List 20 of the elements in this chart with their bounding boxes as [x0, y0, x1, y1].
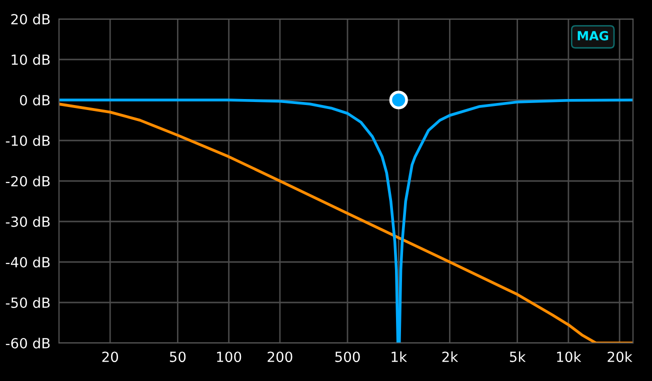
- x-tick-label: 50: [170, 352, 186, 362]
- x-tick-label: 20k: [608, 351, 632, 362]
- y-tick-label: 10 dB: [12, 54, 50, 65]
- x-tick-label: 100: [217, 352, 242, 362]
- y-tick-label: -60 dB: [6, 338, 50, 348]
- x-tick-label: 1k: [392, 351, 408, 362]
- y-tick-label: -20 dB: [6, 176, 50, 186]
- y-tick-label: -10 dB: [6, 135, 50, 146]
- x-tick-label: 500: [335, 352, 360, 362]
- y-tick-label: -50 dB: [6, 297, 50, 308]
- x-tick-label: 2k: [442, 351, 458, 362]
- y-tick-label: -40 dB: [6, 256, 50, 268]
- x-tick-label: 20: [102, 352, 118, 362]
- x-tick-label: 5k: [510, 351, 526, 362]
- y-tick-label: -30 dB: [6, 216, 50, 227]
- y-tick-label: 0 dB: [20, 94, 50, 106]
- annotation: MAG: [578, 30, 608, 40]
- x-tick-label: 10k: [557, 351, 582, 362]
- y-tick-label: 20 dB: [11, 14, 50, 24]
- x-tick-label: 200: [268, 352, 292, 362]
